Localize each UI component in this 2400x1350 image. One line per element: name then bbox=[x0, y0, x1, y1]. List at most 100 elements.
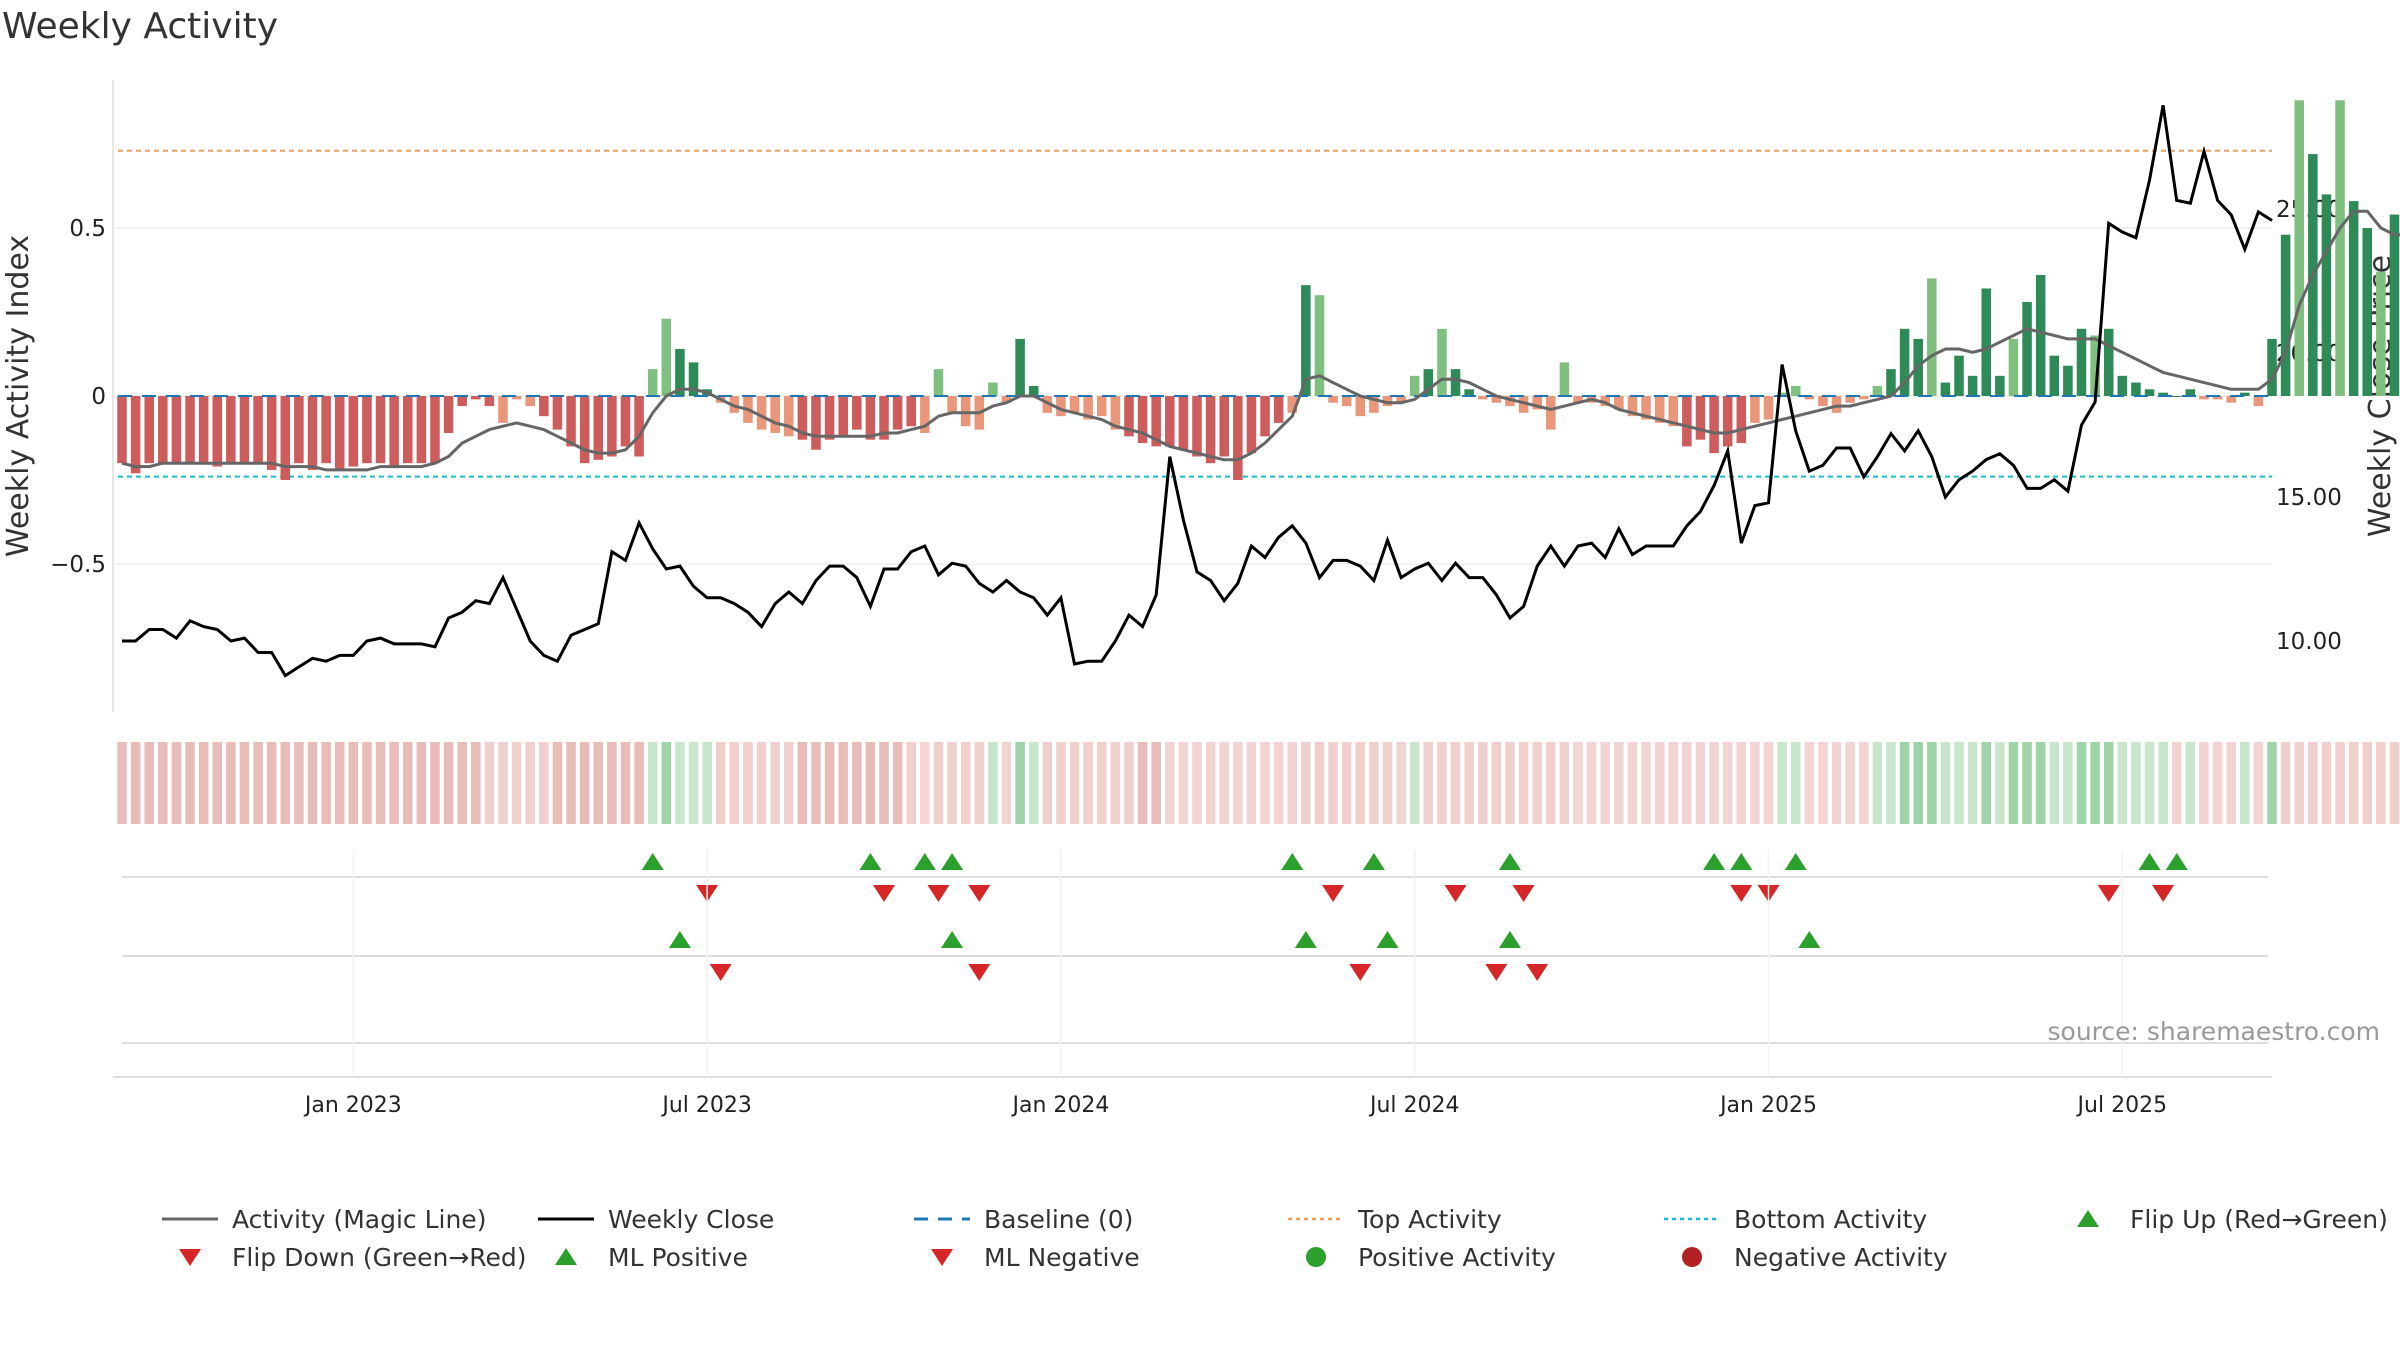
activity-bar bbox=[185, 396, 195, 464]
ml-positive-marker bbox=[1798, 931, 1821, 948]
ribbon-cell bbox=[1328, 742, 1338, 824]
activity-bar bbox=[1165, 396, 1175, 447]
ribbon-cell bbox=[1056, 742, 1066, 824]
activity-bar bbox=[226, 396, 236, 464]
ribbon-cell bbox=[1450, 742, 1461, 824]
legend-swatch-icon bbox=[931, 1249, 953, 1266]
activity-bar bbox=[593, 396, 604, 460]
ribbon-cell bbox=[389, 742, 399, 824]
ribbon-cell bbox=[1069, 742, 1080, 824]
flip-up-marker bbox=[2138, 853, 2161, 870]
activity-bar bbox=[1546, 396, 1556, 430]
activity-bar bbox=[348, 396, 359, 467]
ribbon-cell bbox=[1614, 742, 1624, 824]
activity-bar bbox=[1614, 396, 1624, 410]
activity-bar bbox=[1396, 396, 1406, 403]
activity-bar bbox=[198, 396, 209, 464]
activity-bar bbox=[1722, 396, 1733, 447]
ml-negative-marker bbox=[1526, 964, 1549, 981]
ribbon-cell bbox=[756, 742, 767, 824]
activity-bar bbox=[375, 396, 386, 464]
activity-bar bbox=[171, 396, 182, 464]
ribbon-cell bbox=[1110, 742, 1121, 824]
activity-bar bbox=[1369, 396, 1379, 413]
ribbon-cell bbox=[1559, 742, 1570, 824]
activity-bar bbox=[1777, 392, 1787, 396]
ml-positive-marker bbox=[941, 931, 964, 948]
ribbon-cell bbox=[675, 742, 685, 824]
activity-bar bbox=[1233, 396, 1243, 480]
activity-bar bbox=[539, 396, 549, 417]
ribbon-cell bbox=[715, 742, 726, 824]
ribbon-cell bbox=[1341, 742, 1352, 824]
activity-bar bbox=[144, 396, 154, 464]
ribbon-cell bbox=[2212, 742, 2223, 824]
activity-bar bbox=[525, 396, 535, 407]
flip-up-marker bbox=[913, 853, 936, 870]
ribbon-cell bbox=[974, 742, 985, 824]
ribbon-cell bbox=[784, 742, 794, 824]
legend-item: Bottom Activity bbox=[1662, 1202, 1927, 1236]
activity-bar bbox=[933, 369, 944, 396]
activity-bar bbox=[1056, 396, 1066, 417]
activity-bar bbox=[484, 396, 495, 407]
activity-bar bbox=[2063, 365, 2073, 396]
legend-label: Weekly Close bbox=[608, 1204, 775, 1234]
activity-bar bbox=[1028, 385, 1039, 396]
legend-label: Negative Activity bbox=[1734, 1242, 1948, 1272]
legend-swatch-icon bbox=[538, 1217, 594, 1221]
legend-label: Positive Activity bbox=[1358, 1242, 1556, 1272]
ribbon-cell bbox=[1001, 742, 1012, 824]
legend-item: Flip Up (Red→Green) bbox=[2058, 1202, 2388, 1236]
activity-bar bbox=[1682, 396, 1692, 447]
activity-bar bbox=[566, 396, 576, 447]
ribbon-cell bbox=[1219, 742, 1229, 824]
ribbon-cell bbox=[1083, 742, 1093, 824]
ribbon-cell bbox=[2049, 742, 2060, 824]
ribbon-cell bbox=[171, 742, 182, 824]
activity-bar bbox=[2131, 382, 2141, 396]
ribbon-cell bbox=[811, 742, 821, 824]
activity-bar bbox=[1491, 396, 1502, 403]
legend-label: Flip Down (Green→Red) bbox=[232, 1242, 527, 1272]
activity-bar bbox=[1818, 396, 1828, 407]
flip-up-marker bbox=[1362, 853, 1385, 870]
legend-swatch-icon bbox=[162, 1217, 218, 1221]
activity-bar bbox=[389, 396, 399, 467]
activity-bar bbox=[1042, 396, 1053, 413]
activity-bar bbox=[1015, 338, 1025, 396]
activity-bar bbox=[947, 396, 957, 413]
activity-bar bbox=[117, 396, 127, 464]
legend-swatch-icon bbox=[1306, 1247, 1326, 1267]
activity-bar bbox=[1532, 396, 1542, 410]
ribbon-cell bbox=[1301, 742, 1311, 824]
ribbon-cell bbox=[2144, 742, 2155, 824]
activity-bar bbox=[2362, 228, 2373, 396]
ribbon-cell bbox=[797, 742, 808, 824]
activity-bar bbox=[2049, 355, 2060, 396]
ribbon-cell bbox=[226, 742, 236, 824]
activity-bar bbox=[960, 396, 971, 427]
activity-bar bbox=[1505, 396, 1515, 407]
activity-bar bbox=[1151, 396, 1161, 447]
chart-title: Weekly Activity bbox=[2, 6, 279, 47]
ribbon-cell bbox=[743, 742, 753, 824]
ribbon-cell bbox=[158, 742, 168, 824]
ribbon-cell bbox=[1369, 742, 1379, 824]
legend-item: Baseline (0) bbox=[912, 1202, 1133, 1236]
activity-bar bbox=[1573, 396, 1583, 403]
activity-bar bbox=[2199, 396, 2209, 400]
ribbon-cell bbox=[607, 742, 617, 824]
ribbon-cell bbox=[2348, 742, 2359, 824]
ribbon-cell bbox=[1464, 742, 1474, 824]
ribbon-cell bbox=[1532, 742, 1542, 824]
activity-bar bbox=[1627, 396, 1638, 417]
ribbon-cell bbox=[1859, 742, 1869, 824]
activity-bar bbox=[457, 396, 467, 407]
ribbon-cell bbox=[1505, 742, 1515, 824]
ribbon-cell bbox=[1600, 742, 1610, 824]
activity-bar bbox=[1301, 285, 1311, 396]
legend-swatch-icon bbox=[1288, 1217, 1344, 1221]
activity-bar bbox=[1219, 396, 1229, 457]
